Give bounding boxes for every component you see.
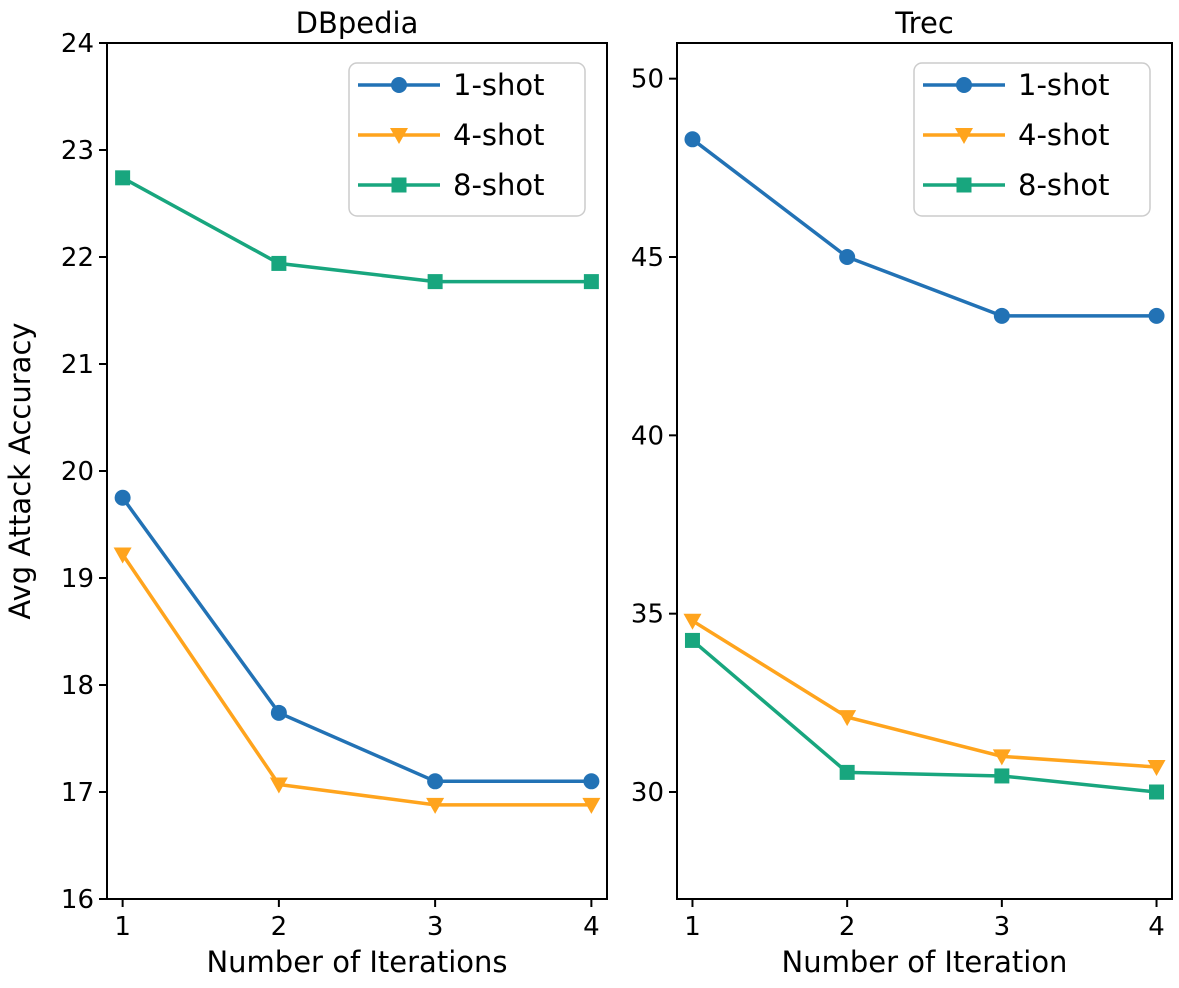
legend-entry-1-shot: 1-shot <box>923 68 1110 102</box>
y-axis-trec: 30 35 40 45 50 <box>631 65 677 808</box>
series-1-shot-trec <box>684 131 1165 324</box>
y-tick-label: 30 <box>631 778 664 808</box>
x-tick-label: 3 <box>427 912 444 942</box>
legend-entry-1-shot: 1-shot <box>358 68 545 102</box>
triangle-down-marker <box>992 749 1011 766</box>
y-tick-label: 17 <box>61 778 94 808</box>
circle-marker <box>270 704 287 721</box>
circle-marker <box>956 77 972 93</box>
y-tick-label: 22 <box>61 243 94 273</box>
square-marker <box>994 768 1010 784</box>
circle-marker <box>391 77 407 93</box>
square-marker <box>271 255 287 271</box>
square-marker <box>391 177 407 193</box>
y-tick-label: 40 <box>631 421 664 451</box>
series-8-shot-dbpedia <box>115 170 599 290</box>
y-axis-dbpedia: 16 17 18 19 20 21 22 23 24 <box>61 29 107 915</box>
circle-marker <box>114 489 131 506</box>
series-4-shot-dbpedia <box>113 547 601 814</box>
y-tick-label: 19 <box>61 564 94 594</box>
y-tick-label: 21 <box>61 350 94 380</box>
x-tick-label: 2 <box>839 912 856 942</box>
square-marker <box>427 274 443 290</box>
legend-entry-4-shot: 4-shot <box>358 118 545 152</box>
axes-spines-dbpedia <box>106 42 608 900</box>
circle-marker <box>427 773 444 790</box>
x-axis-label-trec: Number of Iteration <box>782 945 1068 979</box>
circle-marker <box>684 131 701 148</box>
circle-marker <box>583 773 600 790</box>
triangle-down-marker <box>269 777 288 794</box>
legend-label: 8-shot <box>1018 168 1110 202</box>
square-marker <box>1149 784 1165 800</box>
legend-trec: 1-shot 4-shot 8-shot <box>913 62 1151 217</box>
legend-box <box>348 62 586 217</box>
series-1-shot-dbpedia <box>114 489 600 790</box>
triangle-down-marker <box>113 547 132 564</box>
y-tick-label: 24 <box>61 29 94 59</box>
legend-label: 4-shot <box>1018 118 1110 152</box>
square-marker <box>583 274 599 290</box>
triangle-down-marker <box>683 613 702 630</box>
y-tick-label: 20 <box>61 457 94 487</box>
legend-label: 1-shot <box>1018 68 1110 102</box>
circle-marker <box>993 307 1010 324</box>
legend-entry-8-shot: 8-shot <box>358 168 545 202</box>
triangle-down-marker <box>390 128 408 144</box>
legend-label: 1-shot <box>453 68 545 102</box>
square-marker <box>839 764 855 780</box>
x-tick-label: 2 <box>271 912 288 942</box>
legend-label: 8-shot <box>453 168 545 202</box>
square-marker <box>956 177 972 193</box>
square-marker <box>684 632 700 648</box>
legend-box <box>913 62 1151 217</box>
legend-entry-4-shot: 4-shot <box>923 118 1110 152</box>
subplot-title-dbpedia: DBpedia <box>296 6 419 40</box>
series-8-shot-trec <box>684 632 1165 800</box>
y-tick-label: 35 <box>631 600 664 630</box>
x-tick-label: 1 <box>114 912 131 942</box>
series-line-4-shot <box>690 619 1159 769</box>
x-tick-label: 1 <box>684 912 701 942</box>
series-line-4-shot <box>120 552 594 807</box>
y-tick-label: 23 <box>61 136 94 166</box>
y-tick-label: 18 <box>61 671 94 701</box>
x-axis-trec: 1 2 3 4 <box>684 899 1165 942</box>
square-marker <box>115 170 131 186</box>
subplot-trec: Trec 30 35 40 45 50 1 2 3 4 Number of Iteration 1-s… <box>631 6 1173 979</box>
triangle-down-marker <box>426 797 445 814</box>
x-tick-label: 4 <box>1148 912 1165 942</box>
series-line-8-shot <box>690 638 1159 794</box>
series-line-1-shot <box>120 496 594 784</box>
subplot-title-trec: Trec <box>894 6 954 40</box>
triangle-down-marker <box>1147 760 1166 777</box>
x-axis-dbpedia: 1 2 3 4 <box>114 899 600 942</box>
y-axis-label: Avg Attack Accuracy <box>3 322 37 619</box>
axes-spines-trec <box>676 42 1173 900</box>
y-tick-label: 16 <box>61 885 94 915</box>
circle-marker <box>839 249 856 265</box>
x-tick-label: 3 <box>994 912 1011 942</box>
y-tick-label: 45 <box>631 243 664 273</box>
series-line-8-shot <box>120 176 594 284</box>
series-4-shot-trec <box>683 613 1166 777</box>
triangle-down-marker <box>582 797 601 814</box>
legend-dbpedia: 1-shot 4-shot 8-shot <box>348 62 586 217</box>
circle-marker <box>1148 307 1165 324</box>
x-axis-label-dbpedia: Number of Iterations <box>206 945 507 979</box>
series-line-1-shot <box>690 137 1159 318</box>
legend-entry-8-shot: 8-shot <box>923 168 1110 202</box>
y-tick-label: 50 <box>631 65 664 95</box>
legend-label: 4-shot <box>453 118 545 152</box>
x-tick-label: 4 <box>583 912 600 942</box>
triangle-down-marker <box>838 710 857 727</box>
triangle-down-marker <box>955 128 973 144</box>
